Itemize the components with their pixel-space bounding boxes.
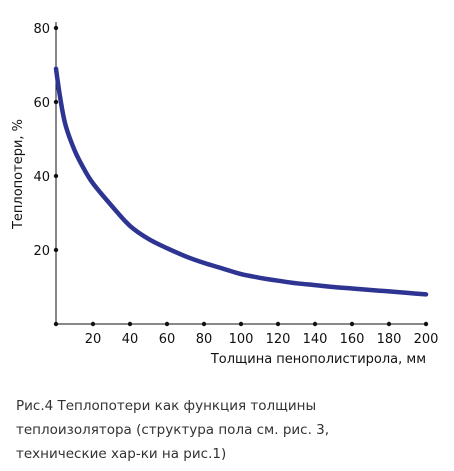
x-tick-label: 200 — [414, 332, 439, 347]
x-tick-label: 160 — [340, 332, 365, 347]
line-chart: 20 40 60 80 100 120 140 160 180 200 20 40 60 80 Толщ… — [11, 22, 439, 367]
x-tick-label: 100 — [229, 332, 254, 347]
x-tick-label: 80 — [196, 332, 213, 347]
caption-line-2: теплоизолятора (структура пола см. рис. … — [16, 422, 330, 438]
x-tick-label: 120 — [266, 332, 291, 347]
x-tick-mark — [90, 321, 96, 327]
x-axis-label: Толщина пенополистирола, мм — [210, 352, 426, 367]
series-line — [53, 66, 429, 297]
y-tick-mark — [53, 99, 59, 105]
y-tick-label: 80 — [33, 22, 50, 37]
y-axis-label: Теплопотери, % — [11, 119, 26, 230]
x-ticks: 20 40 60 80 100 120 140 160 180 200 — [53, 321, 439, 347]
x-tick-label: 40 — [122, 332, 139, 347]
caption-line-1: Рис.4 Теплопотери как функция толщины — [16, 398, 317, 414]
x-tick-mark — [275, 321, 281, 327]
y-tick-mark — [53, 173, 59, 179]
x-tick-mark — [238, 321, 244, 327]
origin-mark — [53, 321, 59, 327]
y-tick-label: 40 — [33, 170, 50, 185]
x-tick-mark — [127, 321, 133, 327]
x-tick-label: 180 — [377, 332, 402, 347]
y-ticks: 20 40 60 80 — [33, 22, 59, 259]
x-tick-mark — [164, 321, 170, 327]
x-tick-label: 140 — [303, 332, 328, 347]
x-tick-mark — [386, 321, 392, 327]
x-tick-mark — [312, 321, 318, 327]
x-tick-label: 20 — [85, 332, 102, 347]
caption-line-3: технические хар-ки на рис.1) — [16, 446, 227, 462]
y-tick-mark — [53, 247, 59, 253]
y-tick-label: 20 — [33, 244, 50, 259]
x-tick-mark — [201, 321, 207, 327]
x-tick-mark — [349, 321, 355, 327]
x-tick-label: 60 — [159, 332, 176, 347]
x-tick-mark — [423, 321, 429, 327]
figure-caption: Рис.4 Теплопотери как функция толщины те… — [16, 394, 446, 466]
y-tick-mark — [53, 25, 59, 31]
y-tick-label: 60 — [33, 96, 50, 111]
